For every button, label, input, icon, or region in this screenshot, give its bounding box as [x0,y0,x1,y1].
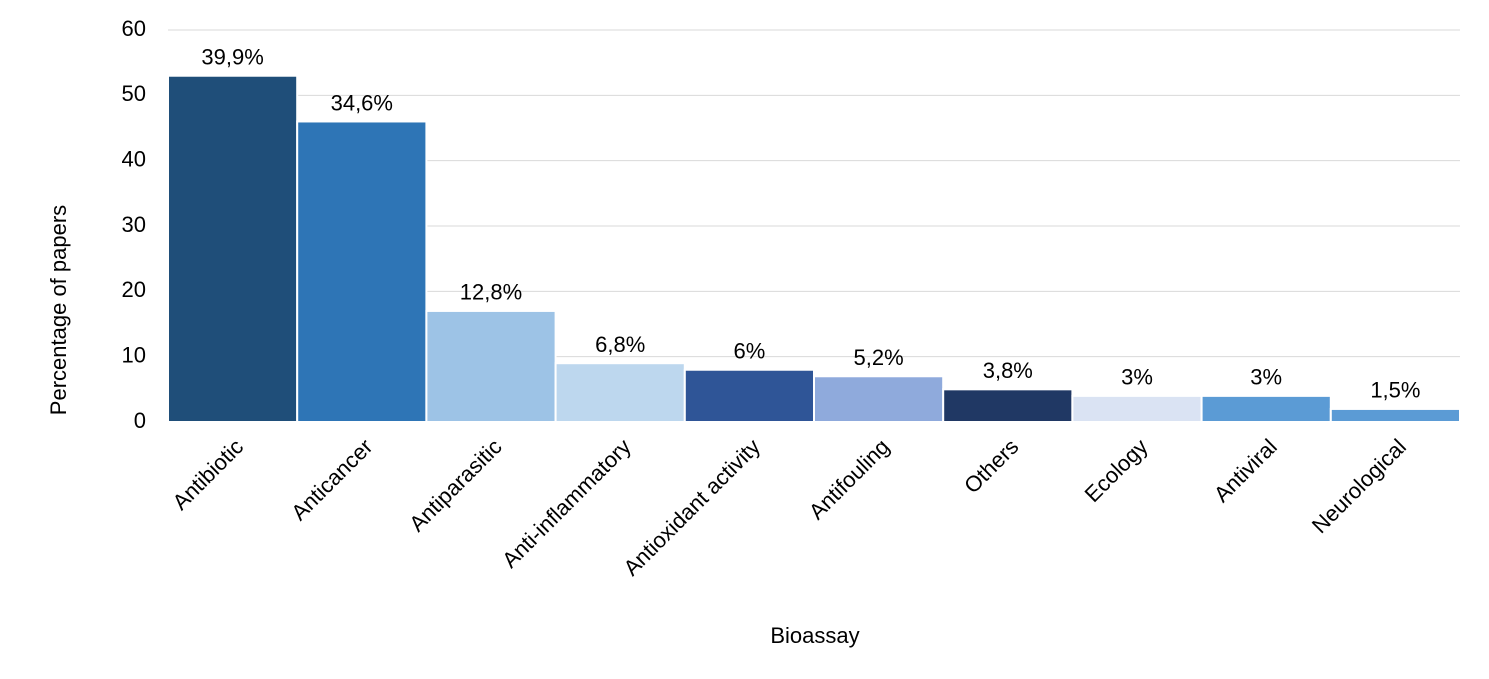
y-axis-title: Percentage of papers [46,205,71,415]
bar-label: 39,9% [201,45,263,70]
x-tick-label: Anticancer [286,434,377,525]
y-tick-label: 50 [122,81,146,106]
bar [296,120,428,423]
y-tick-label: 0 [134,408,146,433]
x-tick-label: Neurological [1307,434,1411,538]
bar-label: 3,8% [983,358,1033,383]
x-tick-label: Antiparasitic [404,434,506,536]
y-tick-label: 20 [122,277,146,302]
bar-label: 5,2% [854,345,904,370]
bar-label: 12,8% [460,280,522,305]
y-tick-label: 10 [122,342,146,367]
y-tick-label: 60 [122,16,146,41]
x-tick-label: Antifouling [804,434,894,524]
x-tick-label: Anti-inflammatory [497,434,636,573]
x-axis-title: Bioassay [770,623,859,648]
x-tick-label: Antibiotic [167,434,248,515]
bar-label: 3% [1250,365,1282,390]
bar [554,362,686,424]
bar [813,375,945,423]
bar-label: 6% [734,339,766,364]
x-tick-label: Antiviral [1209,434,1282,507]
bar [1071,394,1203,424]
bar-label: 34,6% [331,90,393,115]
bar-label: 6,8% [595,332,645,357]
bar [1329,407,1462,423]
x-tick-label: Antioxidant activity [619,434,766,581]
bar-label: 3% [1121,365,1153,390]
x-tick-label: Ecology [1080,434,1153,507]
bar [425,309,557,423]
y-tick-label: 40 [122,146,146,171]
y-tick-label: 30 [122,212,146,237]
x-tick-label: Others [959,434,1023,498]
bar [683,368,815,424]
bar-label: 1,5% [1370,378,1420,403]
bar [942,388,1074,424]
bar [167,74,299,423]
bar [1200,394,1332,424]
